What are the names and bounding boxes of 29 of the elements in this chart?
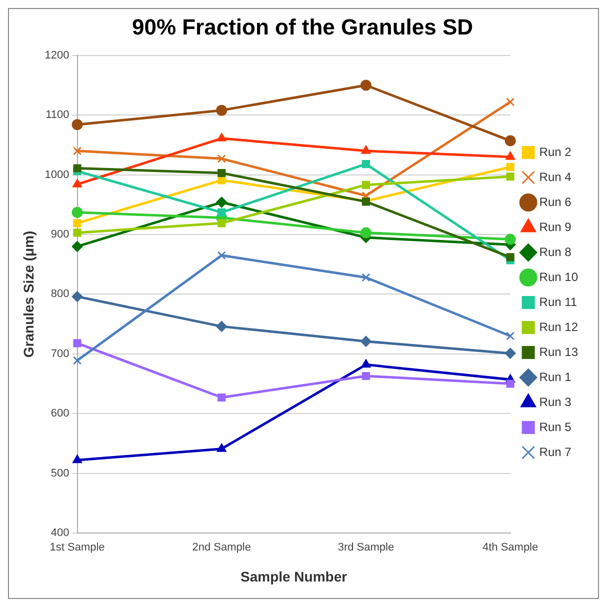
x-tick-label: 1st Sample	[50, 542, 105, 554]
legend-label: Run 11	[539, 294, 578, 309]
y-tick-label: 600	[50, 408, 70, 420]
legend-label: Run 1	[539, 370, 572, 384]
legend-label: Run 10	[539, 270, 578, 284]
legend-label: Run 2	[539, 144, 572, 159]
legend-label: Run 3	[539, 394, 572, 409]
legend-label: Run 8	[539, 244, 572, 259]
y-tick-label: 900	[50, 228, 70, 241]
y-tick-label: 800	[50, 288, 70, 300]
y-tick-label: 1100	[46, 109, 70, 122]
y-tick-label: 400	[50, 527, 70, 540]
legend-label: Run 4	[539, 170, 572, 184]
legend-label: Run 9	[539, 220, 572, 234]
y-axis-title: Granules Size (μm)	[20, 230, 36, 358]
y-tick-label: 700	[50, 348, 70, 360]
y-tick-label: 500	[50, 467, 70, 480]
legend-label: Run 13	[539, 344, 578, 359]
legend-label: Run 12	[539, 320, 578, 334]
x-tick-label: 3rd Sample	[338, 542, 394, 554]
chart-title: 90% Fraction of the Granules SD	[132, 14, 474, 40]
y-tick-label: 1200	[44, 49, 70, 62]
x-tick-label: 2nd Sample	[192, 542, 251, 554]
legend-label: Run 7	[539, 444, 572, 459]
legend-label: Run 5	[539, 420, 572, 434]
x-tick-label: 4th Sample	[482, 542, 538, 554]
y-tick-label: 1000	[44, 168, 70, 181]
x-axis-title: Sample Number	[240, 568, 348, 584]
legend-label: Run 6	[539, 194, 572, 209]
